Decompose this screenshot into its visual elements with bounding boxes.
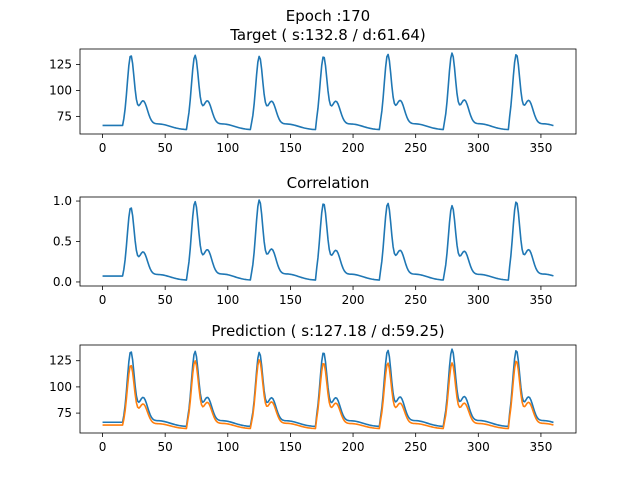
series-line-1 [102, 199, 554, 281]
axes-frame [79, 48, 577, 135]
x-tick-label: 250 [404, 440, 427, 454]
series-line-2 [102, 359, 554, 430]
x-tick-label: 350 [529, 141, 552, 155]
subplot-title: Prediction ( s:127.18 / d:59.25) [211, 322, 444, 340]
prediction-subplot: Prediction ( s:127.18 / d:59.25) 0 50 100 15… [49, 322, 577, 454]
y-tick-label: 0.0 [53, 275, 72, 289]
x-tick-label: 300 [467, 293, 490, 307]
x-tick-label: 300 [467, 141, 490, 155]
x-tick-label: 200 [342, 440, 365, 454]
x-tick-label: 250 [404, 141, 427, 155]
y-tick-label: 75 [57, 109, 72, 123]
subplot-title: Correlation [287, 174, 370, 192]
y-tick-label: 100 [49, 380, 72, 394]
x-tick-label: 200 [342, 141, 365, 155]
x-tick-label: 150 [279, 141, 302, 155]
target-subplot: 0 50 100 150 200 250 300 350 75 100 125 [49, 48, 577, 155]
series-line-1 [102, 52, 554, 131]
x-tick-label: 300 [467, 440, 490, 454]
x-tick-label: 150 [279, 293, 302, 307]
x-tick-label: 100 [216, 141, 239, 155]
x-tick-label: 0 [99, 141, 107, 155]
y-tick-label: 100 [49, 83, 72, 97]
x-tick-label: 350 [529, 440, 552, 454]
x-tick-label: 100 [216, 293, 239, 307]
x-tick-label: 50 [158, 293, 173, 307]
y-tick-label: 125 [49, 354, 72, 368]
y-tick-label: 0.5 [53, 235, 72, 249]
x-tick-label: 50 [158, 141, 173, 155]
x-tick-label: 150 [279, 440, 302, 454]
figure-title-line1: Epoch :170 [286, 7, 370, 25]
x-tick-label: 250 [404, 293, 427, 307]
y-tick-label: 75 [57, 406, 72, 420]
x-tick-label: 50 [158, 440, 173, 454]
figure-title-line2: Target ( s:132.8 / d:61.64) [229, 26, 426, 44]
x-tick-label: 0 [99, 293, 107, 307]
axes-frame [79, 344, 577, 434]
x-tick-label: 0 [99, 440, 107, 454]
y-tick-label: 125 [49, 58, 72, 72]
x-tick-label: 100 [216, 440, 239, 454]
x-tick-label: 350 [529, 293, 552, 307]
y-tick-label: 1.0 [53, 194, 72, 208]
correlation-subplot: Correlation 0 50 100 150 200 250 300 350 0.0 0.5 1.… [53, 174, 577, 307]
x-tick-label: 200 [342, 293, 365, 307]
